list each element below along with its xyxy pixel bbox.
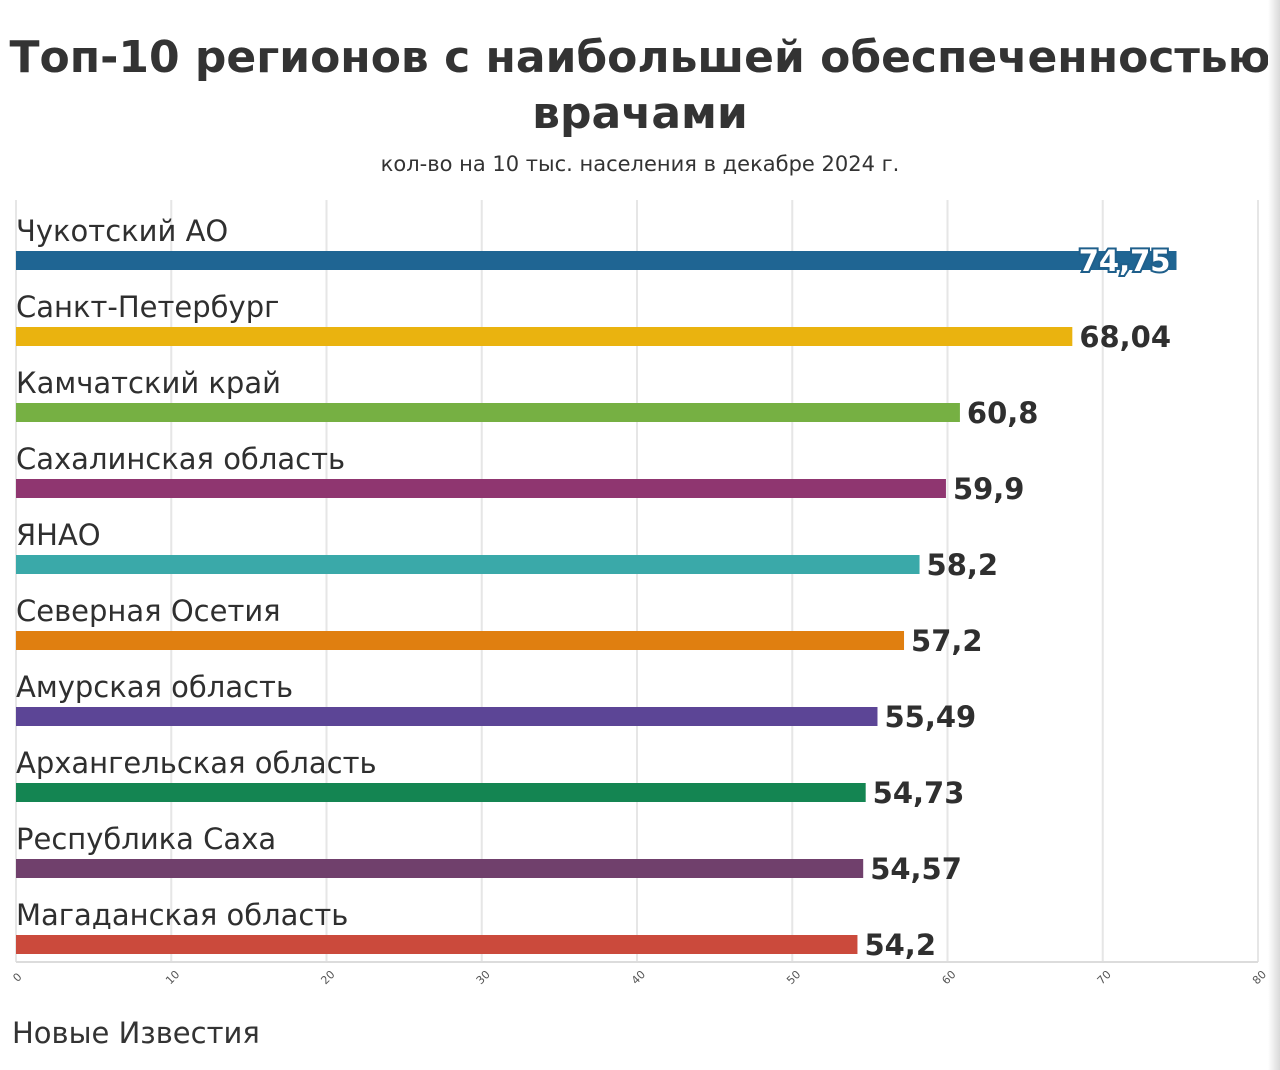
category-label: Сахалинская область <box>16 442 345 476</box>
bar <box>16 403 960 422</box>
bar <box>16 935 858 954</box>
category-label: Камчатский край <box>16 366 281 400</box>
x-tick-label: 50 <box>784 968 803 987</box>
chart-title-line-1: Топ-10 регионов с наибольшей обеспеченно… <box>9 32 1271 83</box>
value-label: 59,9 <box>953 472 1025 506</box>
category-label: Архангельская область <box>16 746 377 780</box>
value-label: 58,2 <box>927 548 999 582</box>
category-label: Санкт-Петербург <box>16 290 279 324</box>
category-label: Магаданская область <box>16 898 348 932</box>
bar <box>16 707 878 726</box>
category-label: Северная Осетия <box>16 594 281 628</box>
bar <box>16 327 1073 346</box>
source-label: Новые Известия <box>12 1016 260 1050</box>
bar <box>16 859 864 878</box>
category-label: Республика Саха <box>16 822 276 856</box>
category-label: Амурская область <box>16 670 293 704</box>
value-label: 57,2 <box>911 624 983 658</box>
value-label: 54,73 <box>873 776 965 810</box>
chart-title: Топ-10 регионов с наибольшей обеспеченно… <box>0 30 1280 142</box>
value-label: 54,57 <box>870 852 962 886</box>
x-tick-label: 40 <box>629 968 648 987</box>
x-tick-label: 60 <box>939 968 958 987</box>
bar <box>16 631 905 650</box>
bar <box>16 251 1177 270</box>
value-label: 60,8 <box>967 396 1039 430</box>
value-label: 74,75 <box>1079 244 1171 278</box>
bar <box>16 555 920 574</box>
x-tick-label: 30 <box>474 968 493 987</box>
value-label: 68,04 <box>1079 320 1171 354</box>
bar <box>16 783 866 802</box>
x-tick-label: 80 <box>1250 968 1269 987</box>
chart-subtitle: кол-во на 10 тыс. населения в декабре 20… <box>380 152 900 176</box>
chart-title-line-2: врачами <box>532 88 748 139</box>
value-label: 55,49 <box>884 700 976 734</box>
value-label: 54,2 <box>864 928 936 962</box>
bar <box>16 479 946 498</box>
category-label: ЯНАО <box>16 518 101 552</box>
page-edge-shadow <box>1268 0 1280 1070</box>
x-tick-label: 0 <box>10 970 24 984</box>
x-tick-label: 70 <box>1095 968 1114 987</box>
bar-chart: 0 10 20 30 40 50 60 70 80 Чукотский АО 74,75 Санкт-… <box>10 200 1269 987</box>
category-label: Чукотский АО <box>16 214 228 248</box>
x-tick-label: 10 <box>163 968 182 987</box>
x-tick-label: 20 <box>318 968 337 987</box>
